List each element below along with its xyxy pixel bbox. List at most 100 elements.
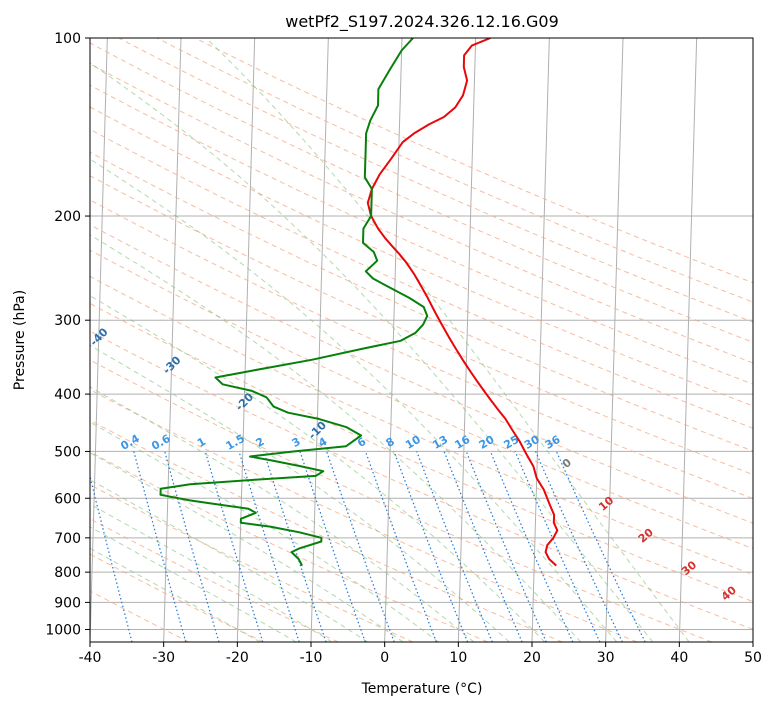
dewpoint-profile-line xyxy=(159,38,429,567)
dry-adiabat xyxy=(90,518,339,642)
x-tick-label: -20 xyxy=(226,650,249,666)
x-tick-label: 10 xyxy=(449,650,467,666)
moist-adiabat xyxy=(90,234,582,642)
dry-adiabat xyxy=(90,419,563,642)
mixing-ratio-line xyxy=(326,451,395,642)
dry-adiabat xyxy=(90,302,753,603)
mixing-ratio-label: 0.4 xyxy=(118,432,142,453)
dry-adiabat xyxy=(90,63,753,364)
mixing-ratio-label: 2 xyxy=(253,435,266,450)
y-tick-label: 300 xyxy=(54,313,81,329)
y-tick-label: 100 xyxy=(54,31,81,47)
y-tick-label: 400 xyxy=(54,387,81,403)
moist-adiabat xyxy=(90,503,333,642)
y-tick-label: 900 xyxy=(54,595,81,611)
mixing-ratio-label: 6 xyxy=(355,435,368,450)
moist-adiabat xyxy=(205,38,690,642)
dry-adiabat xyxy=(90,106,753,407)
mixing-ratio-line xyxy=(364,451,437,642)
mixing-ratio-label: 3 xyxy=(290,435,303,450)
moist-adiabat xyxy=(90,62,654,642)
y-axis: 100 200 300 400 500 600 700 800 900 1000 xyxy=(45,31,90,638)
mixing-ratio-line xyxy=(90,474,133,642)
y-tick-label: 500 xyxy=(54,444,81,460)
x-tick-label: 0 xyxy=(380,650,389,666)
y-axis-label: Pressure (hPa) xyxy=(12,290,28,390)
y-tick-label: 600 xyxy=(54,491,81,507)
isotherm-line xyxy=(90,38,108,642)
isotherm-line xyxy=(163,38,182,642)
dry-adiabat xyxy=(90,151,753,452)
mixing-ratio-label: 0.2 xyxy=(68,432,91,453)
isotherm-line xyxy=(605,38,624,642)
x-axis-label: Temperature (°C) xyxy=(361,681,483,697)
mixing-ratio-label: 25 xyxy=(501,433,521,452)
mixing-ratio-label: 1 xyxy=(195,435,208,450)
x-tick-label: 30 xyxy=(597,650,615,666)
isotherm-line xyxy=(384,38,403,642)
moist-adiabat xyxy=(90,344,510,642)
dry-adiabat xyxy=(90,359,712,642)
dry-adiabat xyxy=(90,128,753,429)
mixing-ratio-line xyxy=(263,451,327,642)
moist-adiabat xyxy=(90,479,368,642)
dry-adiabat xyxy=(90,484,414,642)
moist-adiabat xyxy=(90,386,475,642)
mixing-ratio-label: 10 xyxy=(403,433,423,452)
mixing-ratio-label: 8 xyxy=(384,435,397,450)
mixing-ratio-line xyxy=(238,451,300,642)
moist-adiabat xyxy=(90,158,618,642)
dry-adiabat-label: 40 xyxy=(719,583,739,603)
y-tick-label: 1000 xyxy=(45,622,81,638)
moist-adiabat xyxy=(90,421,439,642)
dry-adiabat xyxy=(90,42,753,343)
mixing-ratio-line xyxy=(164,451,220,642)
dry-adiabat xyxy=(90,84,753,385)
isotherm-line xyxy=(457,38,477,642)
y-tick-label: 700 xyxy=(54,531,81,547)
mixing-ratio-label: 36 xyxy=(543,433,563,452)
mixing-ratio-line xyxy=(416,451,493,642)
temperature-profile-line xyxy=(366,38,559,567)
dry-adiabat xyxy=(118,38,753,323)
isotherm-line xyxy=(752,624,753,642)
mixing-ratio-label: 16 xyxy=(453,433,473,452)
mixing-ratio-label: 30 xyxy=(522,433,542,452)
x-tick-label: 50 xyxy=(744,650,762,666)
dry-adiabat xyxy=(90,451,488,642)
x-tick-label: 40 xyxy=(670,650,688,666)
mixing-ratio-label: 20 xyxy=(477,433,497,452)
mixing-ratio-label: 0.1 xyxy=(22,432,45,453)
mixing-ratio-line xyxy=(514,451,601,642)
isotherm-line xyxy=(236,38,256,642)
x-tick-label: -30 xyxy=(152,650,175,666)
mixing-ratio-line xyxy=(535,451,623,642)
dry-adiabat-label: 30 xyxy=(679,558,699,578)
moist-adiabat xyxy=(90,295,546,642)
dry-adiabat xyxy=(90,224,753,524)
x-tick-label: -10 xyxy=(300,650,323,666)
plot-area: 0.10.20.40.611.52346810131620253036-100-… xyxy=(22,38,753,642)
plot-frame xyxy=(89,37,754,643)
mixing-ratio-line xyxy=(204,451,264,642)
dry-adiabat-label: 10 xyxy=(596,494,616,514)
dry-adiabat xyxy=(90,249,753,550)
dry-adiabat xyxy=(90,330,753,630)
y-tick-label: 800 xyxy=(54,565,81,581)
mixing-ratio-line xyxy=(465,451,547,642)
dry-adiabat xyxy=(90,275,753,576)
mixing-ratio-line xyxy=(489,451,574,642)
dry-adiabat-label: 20 xyxy=(636,526,656,546)
x-tick-label: 20 xyxy=(523,650,541,666)
mixing-ratio-line xyxy=(133,451,187,642)
mixing-ratio-line xyxy=(555,451,646,642)
x-tick-label: -40 xyxy=(79,650,102,666)
mixing-ratio-line xyxy=(299,451,366,642)
x-axis: -40 -30 -20 -10 0 10 20 30 40 50 xyxy=(79,642,762,666)
isotherm-label: -30 xyxy=(160,353,183,376)
isotherm-line xyxy=(678,38,698,642)
isotherm-label: -40 xyxy=(87,325,110,348)
chart-title: wetPf2_S197.2024.326.12.16.G09 xyxy=(285,12,559,32)
dry-adiabat-label: 0 xyxy=(560,456,574,471)
